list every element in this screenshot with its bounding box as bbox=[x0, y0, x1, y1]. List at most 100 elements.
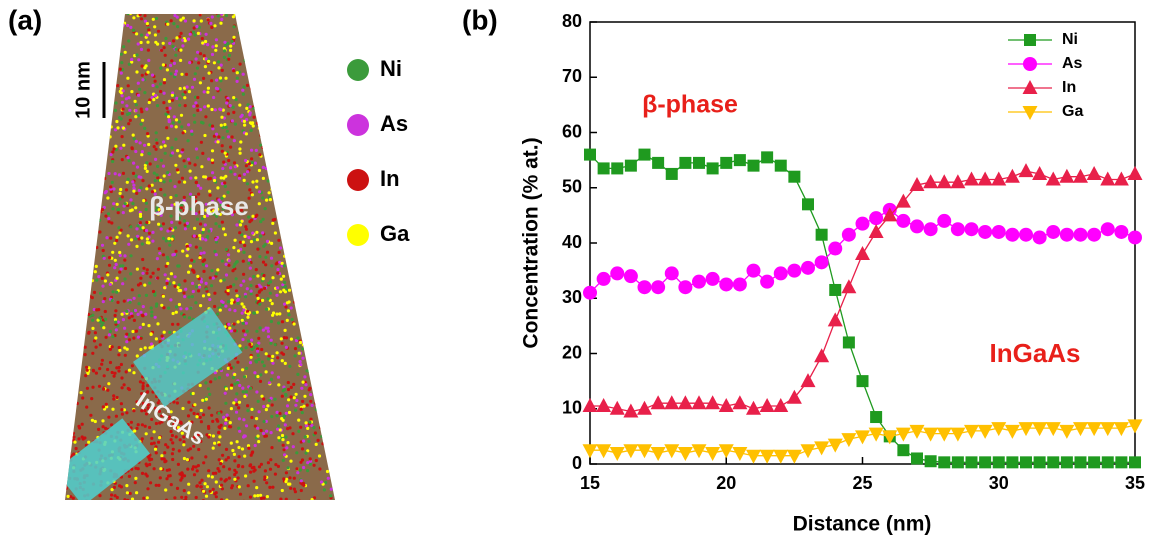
atom bbox=[264, 15, 267, 18]
atom bbox=[231, 449, 234, 452]
atom bbox=[86, 369, 89, 372]
atom bbox=[332, 463, 335, 466]
atom bbox=[84, 374, 87, 377]
data-point bbox=[692, 395, 707, 409]
atom bbox=[113, 372, 116, 375]
atom bbox=[178, 449, 181, 452]
atom bbox=[63, 170, 66, 173]
atom bbox=[242, 390, 245, 393]
atom bbox=[142, 199, 145, 202]
atom bbox=[308, 387, 311, 390]
atom bbox=[115, 239, 118, 242]
data-point bbox=[1032, 422, 1047, 436]
atom bbox=[177, 264, 180, 267]
atom bbox=[227, 456, 230, 459]
atom bbox=[326, 173, 329, 176]
atom bbox=[64, 122, 67, 125]
atom bbox=[273, 71, 276, 74]
atom bbox=[245, 132, 248, 135]
atom bbox=[281, 172, 284, 175]
atom bbox=[275, 313, 278, 316]
atom bbox=[68, 215, 71, 218]
atom bbox=[88, 253, 91, 256]
atom bbox=[100, 363, 103, 366]
atom bbox=[285, 20, 288, 23]
atom bbox=[285, 446, 288, 449]
atom bbox=[311, 308, 314, 311]
atom bbox=[243, 59, 246, 62]
atom bbox=[184, 227, 187, 230]
atom bbox=[330, 312, 333, 315]
atom bbox=[322, 38, 325, 41]
atom bbox=[297, 245, 300, 248]
atom bbox=[91, 319, 94, 322]
atom bbox=[59, 502, 62, 505]
atom bbox=[325, 28, 328, 31]
atom bbox=[122, 211, 125, 214]
data-point bbox=[1102, 456, 1114, 468]
atom bbox=[306, 79, 309, 82]
atom bbox=[241, 447, 244, 450]
atom bbox=[139, 311, 142, 314]
atom bbox=[175, 48, 178, 51]
atom bbox=[107, 70, 110, 73]
atom bbox=[225, 478, 228, 481]
atom bbox=[278, 27, 281, 30]
atom bbox=[193, 78, 196, 81]
atom bbox=[265, 370, 268, 373]
atom bbox=[79, 9, 82, 12]
atom bbox=[75, 132, 78, 135]
atom bbox=[285, 113, 288, 116]
atom bbox=[85, 253, 88, 256]
atom bbox=[163, 92, 166, 95]
atom bbox=[64, 304, 67, 307]
atom bbox=[316, 310, 319, 313]
atom bbox=[95, 503, 98, 506]
atom bbox=[176, 401, 179, 404]
atom bbox=[251, 232, 254, 235]
data-point bbox=[652, 157, 664, 169]
atom bbox=[151, 231, 154, 234]
atom bbox=[128, 63, 131, 66]
atom bbox=[125, 310, 128, 313]
atom bbox=[327, 240, 330, 243]
atom bbox=[225, 458, 228, 461]
atom bbox=[67, 293, 70, 296]
atom bbox=[107, 212, 110, 215]
atom bbox=[210, 269, 213, 272]
data-point bbox=[1019, 228, 1033, 242]
atom bbox=[93, 42, 96, 45]
atom bbox=[149, 275, 152, 278]
atom bbox=[186, 222, 189, 225]
atom bbox=[287, 398, 290, 401]
atom bbox=[142, 226, 145, 229]
data-point bbox=[787, 450, 802, 464]
atom bbox=[113, 147, 116, 150]
atom bbox=[140, 153, 143, 156]
data-point bbox=[964, 171, 979, 185]
atom bbox=[332, 134, 335, 137]
atom bbox=[319, 426, 322, 429]
atom bbox=[276, 10, 279, 13]
atom bbox=[145, 464, 148, 467]
atom bbox=[224, 233, 227, 236]
atom bbox=[109, 185, 112, 188]
data-point bbox=[1128, 230, 1142, 244]
atom bbox=[305, 313, 308, 316]
atom bbox=[270, 188, 273, 191]
atom bbox=[88, 192, 91, 195]
atom bbox=[314, 75, 317, 78]
atom bbox=[148, 232, 151, 235]
atom bbox=[59, 204, 62, 207]
atom bbox=[131, 330, 134, 333]
atom bbox=[84, 353, 87, 356]
data-point bbox=[733, 277, 747, 291]
atom bbox=[123, 259, 126, 262]
atom bbox=[62, 133, 65, 136]
atom bbox=[338, 134, 341, 137]
atom bbox=[120, 61, 123, 64]
legend-marker bbox=[1023, 57, 1037, 71]
atom bbox=[281, 438, 284, 441]
atom bbox=[242, 435, 245, 438]
atom bbox=[331, 186, 334, 189]
